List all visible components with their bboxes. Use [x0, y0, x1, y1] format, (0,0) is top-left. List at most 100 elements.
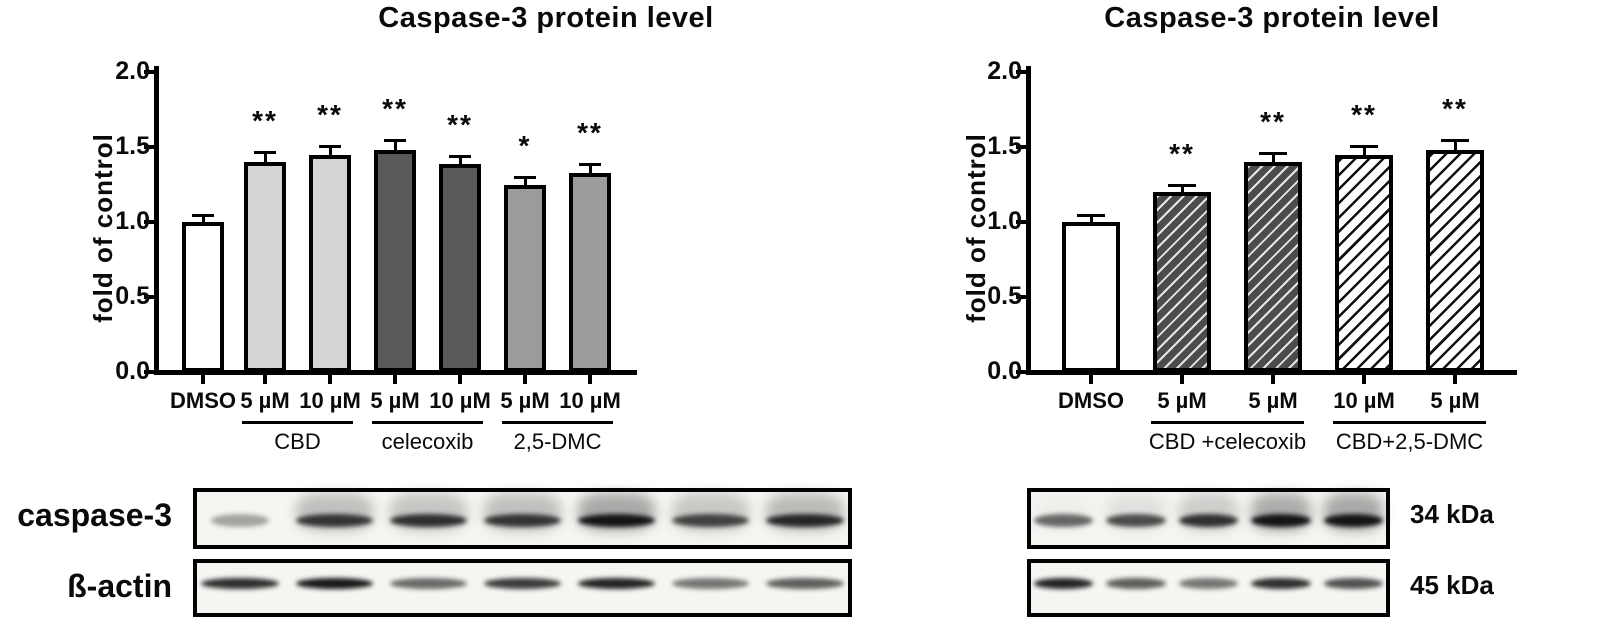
error-bar-stem [588, 163, 592, 173]
bar [504, 184, 546, 372]
group-label: CBD +celecoxib [1148, 429, 1307, 454]
error-bar-stem [1453, 139, 1457, 150]
error-bar-cap [192, 213, 214, 217]
y-tick [1016, 370, 1027, 374]
error-bar-cap [579, 162, 601, 166]
y-axis-line [154, 66, 159, 375]
blot-band [1251, 514, 1311, 527]
error-bar-cap [1441, 138, 1469, 142]
significance-label: ** [382, 92, 408, 124]
x-axis-line [1026, 370, 1517, 375]
error-bar-stem [393, 139, 397, 150]
x-tick-label: 5 µM [500, 388, 550, 413]
group-underline [372, 421, 483, 424]
y-tick [1016, 220, 1027, 224]
group-underline [242, 421, 353, 424]
blot-band [1323, 578, 1384, 589]
error-bar-cap [514, 176, 536, 179]
error-bar-cap [1168, 183, 1196, 187]
bar [569, 172, 611, 372]
blot-band [1033, 514, 1094, 527]
y-tick [1016, 145, 1027, 149]
y-tick-label: 1.5 [987, 132, 1022, 160]
bar [439, 163, 481, 372]
blot-box [1027, 559, 1390, 617]
significance-label: ** [1260, 106, 1286, 137]
group-label: celecoxib [381, 429, 474, 454]
error-bar-cap [1350, 144, 1378, 148]
bar [1335, 154, 1393, 372]
significance-label: ** [1351, 98, 1377, 130]
blot-band [766, 578, 844, 589]
blot-row-label: ß-actin [67, 568, 172, 604]
error-bar-cap [319, 144, 341, 148]
blot-band [211, 514, 269, 527]
significance-label: ** [447, 109, 473, 140]
blot-band [483, 514, 562, 527]
x-tick-label: 10 µM [429, 388, 491, 413]
significance-label: ** [252, 104, 278, 136]
error-bar-stem [263, 151, 267, 162]
error-bar-cap [254, 150, 276, 154]
significance-label: ** [577, 116, 603, 148]
significance-label: ** [317, 98, 343, 130]
error-bar-stem [328, 145, 332, 155]
blot-band [1106, 578, 1166, 589]
blot-band [389, 514, 467, 527]
blot-band [295, 514, 373, 527]
blot-band [295, 578, 373, 589]
x-tick-label: DMSO [1058, 388, 1124, 413]
y-tick [1016, 70, 1027, 74]
y-tick-label: 1.0 [987, 207, 1022, 235]
blot-band [1178, 578, 1239, 589]
x-tick [1271, 375, 1275, 384]
error-bar-stem [458, 156, 462, 164]
y-tick-label: 1.5 [115, 132, 150, 160]
error-bar-stem [523, 177, 527, 185]
bar [182, 222, 224, 372]
group-underline [1151, 421, 1304, 424]
error-bar-cap [449, 155, 471, 158]
blot-band [389, 578, 467, 589]
x-tick-label: 5 µM [370, 388, 420, 413]
y-tick-label: 0.5 [987, 282, 1022, 310]
bar [1426, 150, 1484, 372]
error-bar-stem [1362, 145, 1366, 155]
bar [309, 154, 351, 372]
x-tick [393, 375, 397, 384]
significance-label: * [518, 130, 532, 161]
blot-band [201, 578, 279, 589]
blot-band [1323, 514, 1384, 527]
y-tick-label: 0.0 [115, 357, 150, 385]
kda-label: 45 kDa [1410, 570, 1494, 600]
blot-band [1178, 514, 1239, 527]
blot-band [672, 578, 750, 589]
error-bar-cap [384, 138, 406, 142]
blot-band [578, 578, 656, 589]
x-tick [1089, 375, 1093, 384]
x-tick-label: 10 µM [559, 388, 621, 413]
bar [244, 162, 286, 372]
y-tick [1016, 295, 1027, 299]
x-tick [201, 375, 205, 384]
x-tick-label: DMSO [170, 388, 236, 413]
y-axis-line [1026, 66, 1031, 375]
bar [1244, 162, 1302, 372]
error-bar-stem [1271, 153, 1275, 162]
y-tick-label: 0.5 [115, 282, 150, 310]
blot-band [578, 514, 656, 527]
group-underline [502, 421, 613, 424]
blot-row-label: caspase-3 [17, 497, 172, 533]
error-bar-cap [1077, 213, 1105, 217]
x-tick-label: 5 µM [1430, 388, 1480, 413]
y-tick-label: 2.0 [115, 57, 150, 85]
error-bar-cap [1259, 152, 1287, 155]
y-tick-label: 2.0 [987, 57, 1022, 85]
x-tick [588, 375, 592, 384]
x-tick [523, 375, 527, 384]
y-tick [144, 370, 155, 374]
significance-label: ** [1442, 92, 1468, 124]
y-tick-label: 0.0 [987, 357, 1022, 385]
chart-title: Caspase-3 protein level [1104, 2, 1440, 34]
